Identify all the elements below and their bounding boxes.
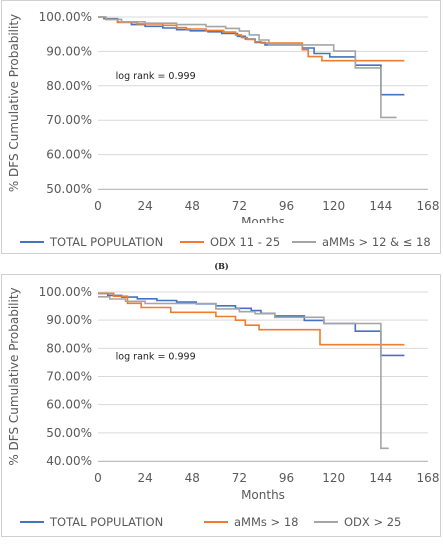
- legend-swatch: [314, 520, 338, 523]
- y-tick-label: 50.00%: [46, 426, 92, 440]
- y-tick-label: 70.00%: [46, 370, 92, 384]
- series-line-1: [98, 292, 405, 357]
- panel-caption-b: (B): [214, 261, 229, 271]
- y-tick-label: 100.00%: [39, 10, 92, 24]
- legend-item-1: TOTAL POPULATION: [20, 234, 163, 250]
- x-tick-label: 48: [185, 199, 200, 213]
- series-line-2: [98, 16, 405, 62]
- x-tick-label: 144: [369, 471, 392, 485]
- legend-label: ODX > 25: [344, 515, 402, 529]
- y-tick-label: 80.00%: [46, 341, 92, 355]
- log-rank-annotation: log rank = 0.999: [116, 352, 196, 363]
- series-line-2: [98, 292, 405, 346]
- x-tick-label: 144: [369, 199, 392, 213]
- y-tick-label: 60.00%: [46, 148, 92, 162]
- x-tick-label: 120: [322, 199, 345, 213]
- x-tick-label: 168: [417, 471, 440, 485]
- x-tick-label: 72: [232, 471, 247, 485]
- legend-label: TOTAL POPULATION: [50, 515, 164, 529]
- x-tick-label: 24: [138, 471, 153, 485]
- series-line-1: [98, 16, 405, 96]
- legend-item-2: ODX 11 - 25: [180, 234, 280, 250]
- series-line-3: [98, 296, 389, 450]
- chart-legend-1: TOTAL POPULATION ODX 11 - 25 aMMs > 12 & ≤…: [2, 234, 442, 250]
- legend-item-2: aMMs > 18: [204, 514, 298, 530]
- series-line-3: [98, 16, 397, 119]
- x-tick-label: 48: [185, 471, 200, 485]
- legend-label: aMMs > 18: [234, 515, 299, 529]
- x-axis-title: Months: [241, 488, 285, 502]
- x-tick-label: 24: [138, 199, 153, 213]
- legend-label: aMMs > 12 & ≤ 18: [322, 235, 431, 249]
- log-rank-annotation: log rank = 0.999: [116, 71, 196, 82]
- x-tick-label: 96: [279, 199, 294, 213]
- y-tick-label: 90.00%: [46, 313, 92, 327]
- legend-label: TOTAL POPULATION: [50, 235, 164, 249]
- y-tick-label: 40.00%: [46, 454, 92, 468]
- x-tick-label: 120: [322, 471, 345, 485]
- y-axis-title: % DFS Cumulative Probability: [7, 287, 21, 465]
- legend-swatch: [292, 240, 316, 243]
- x-tick-label: 72: [232, 199, 247, 213]
- y-tick-label: 60.00%: [46, 398, 92, 412]
- y-tick-label: 100.00%: [39, 285, 92, 299]
- x-tick-label: 168: [417, 199, 440, 213]
- legend-swatch: [20, 520, 44, 523]
- legend-item-3: aMMs > 12 & ≤ 18: [292, 234, 431, 250]
- chart-legend-2: TOTAL POPULATION aMMs > 18 ODX > 25: [2, 514, 442, 530]
- x-tick-label: 0: [94, 471, 102, 485]
- legend-item-1: TOTAL POPULATION: [20, 514, 163, 530]
- legend-label: ODX 11 - 25: [210, 235, 281, 249]
- km-chart-2: 40.00% 50.00% 60.00% 70.00% 80.00% 90.00% 100.…: [7, 285, 440, 502]
- legend-swatch: [20, 240, 44, 243]
- x-tick-label: 0: [94, 199, 102, 213]
- y-tick-label: 90.00%: [46, 44, 92, 58]
- x-axis-title: Months: [241, 215, 285, 223]
- km-chart-1: 50.00% 60.00% 70.00% 80.00% 90.00% 100.00% 0 24…: [7, 10, 440, 223]
- y-tick-label: 80.00%: [46, 79, 92, 93]
- chart-panel-2: 40.00% 50.00% 60.00% 70.00% 80.00% 90.00% 100.…: [1, 274, 441, 537]
- x-tick-label: 96: [279, 471, 294, 485]
- legend-swatch: [204, 520, 228, 523]
- chart-panel-1: 50.00% 60.00% 70.00% 80.00% 90.00% 100.00% 0 24…: [1, 0, 441, 254]
- legend-item-3: ODX > 25: [314, 514, 401, 530]
- y-tick-label: 50.00%: [46, 182, 92, 196]
- y-tick-label: 70.00%: [46, 113, 92, 127]
- legend-swatch: [180, 240, 204, 243]
- y-axis-title: % DFS Cumulative Probability: [7, 14, 21, 192]
